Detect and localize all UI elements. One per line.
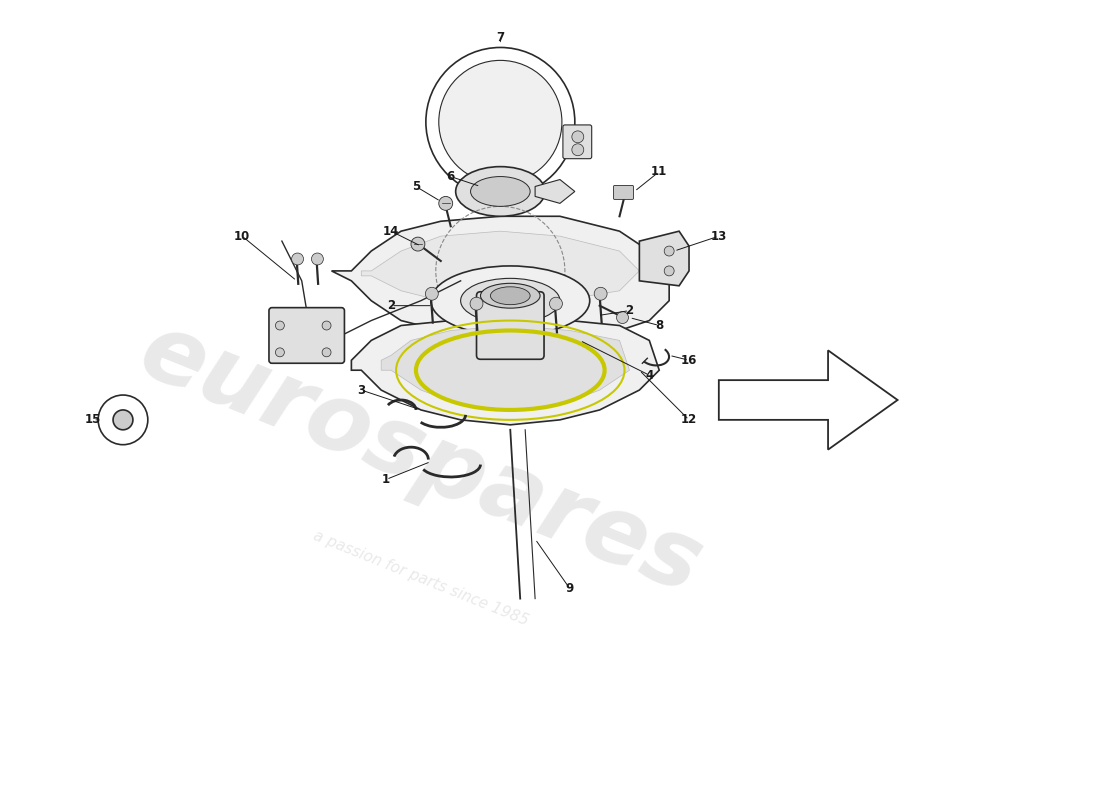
Text: 8: 8: [656, 319, 663, 332]
Polygon shape: [639, 231, 689, 286]
Ellipse shape: [471, 177, 530, 206]
Circle shape: [594, 287, 607, 300]
Text: 2: 2: [626, 304, 634, 317]
Circle shape: [113, 410, 133, 430]
Circle shape: [616, 312, 628, 323]
Circle shape: [664, 266, 674, 276]
Circle shape: [572, 131, 584, 142]
Text: 13: 13: [711, 230, 727, 242]
Polygon shape: [535, 179, 575, 203]
Text: 15: 15: [85, 414, 101, 426]
Text: 7: 7: [496, 31, 505, 44]
Text: 1: 1: [382, 473, 390, 486]
Ellipse shape: [491, 286, 530, 305]
FancyBboxPatch shape: [614, 186, 634, 199]
Circle shape: [664, 246, 674, 256]
Circle shape: [292, 253, 304, 265]
Text: 4: 4: [646, 369, 653, 382]
Polygon shape: [361, 231, 639, 306]
Text: 11: 11: [651, 165, 668, 178]
Ellipse shape: [455, 166, 544, 216]
Text: 9: 9: [565, 582, 574, 595]
Circle shape: [322, 348, 331, 357]
Text: 12: 12: [681, 414, 697, 426]
Circle shape: [426, 287, 438, 300]
FancyBboxPatch shape: [563, 125, 592, 158]
Text: a passion for parts since 1985: a passion for parts since 1985: [311, 529, 530, 629]
Ellipse shape: [481, 283, 540, 308]
Circle shape: [411, 237, 425, 251]
Circle shape: [572, 144, 584, 156]
Circle shape: [311, 253, 323, 265]
Text: 3: 3: [358, 383, 365, 397]
Circle shape: [439, 60, 562, 183]
Polygon shape: [351, 315, 659, 425]
Circle shape: [275, 321, 285, 330]
Text: 16: 16: [681, 354, 697, 366]
Text: 10: 10: [234, 230, 251, 242]
Circle shape: [439, 197, 453, 210]
Polygon shape: [331, 216, 669, 341]
FancyBboxPatch shape: [476, 292, 544, 359]
Ellipse shape: [461, 278, 560, 323]
Text: eurospares: eurospares: [126, 305, 715, 614]
FancyBboxPatch shape: [270, 308, 344, 363]
Circle shape: [275, 348, 285, 357]
Circle shape: [470, 298, 483, 310]
Circle shape: [322, 321, 331, 330]
Circle shape: [550, 298, 562, 310]
Text: 6: 6: [447, 170, 454, 183]
Ellipse shape: [431, 266, 590, 335]
Text: 5: 5: [411, 180, 420, 193]
Text: 14: 14: [383, 225, 399, 238]
Text: 2: 2: [387, 299, 395, 312]
Polygon shape: [382, 326, 629, 410]
